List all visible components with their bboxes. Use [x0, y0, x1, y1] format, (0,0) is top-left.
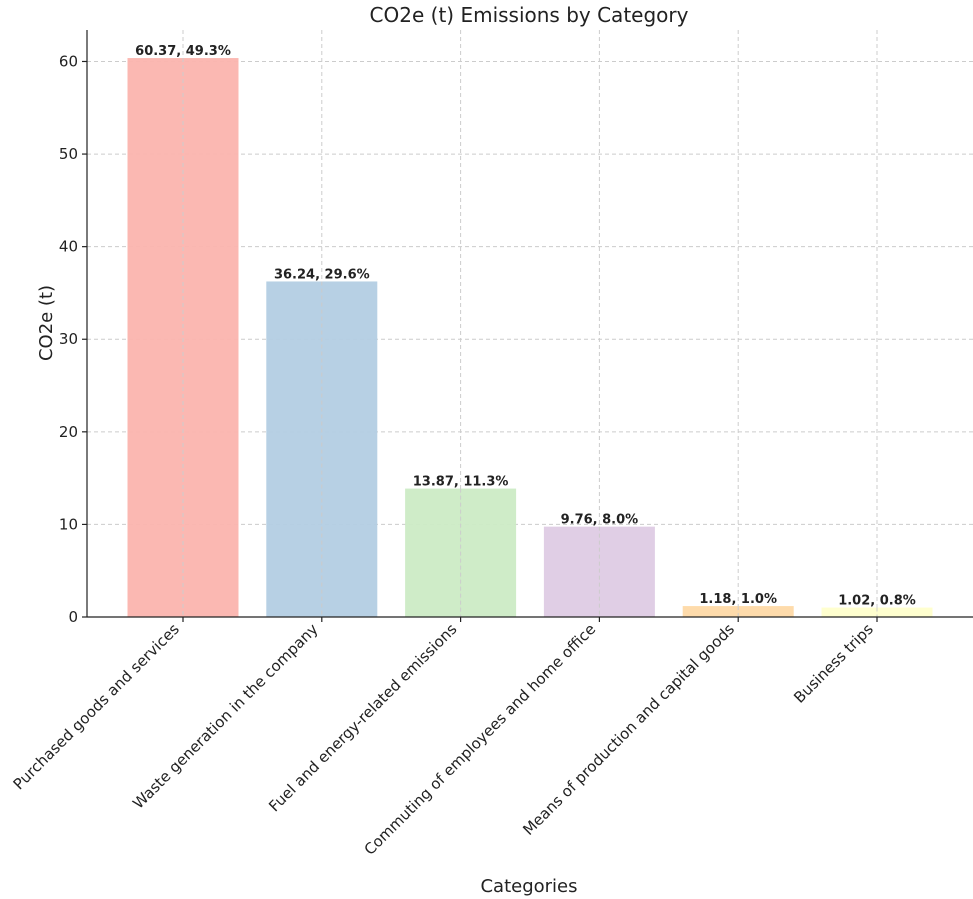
- bar: [682, 606, 794, 617]
- bar-data-label: 9.76, 8.0%: [561, 513, 639, 528]
- x-tick-label: Means of production and capital goods: [519, 620, 738, 839]
- x-tick-label: Purchased goods and services: [10, 620, 183, 793]
- y-tick-label: 30: [59, 330, 78, 348]
- axes-spines: [86, 30, 973, 618]
- y-axis-label: CO2e (t): [36, 285, 57, 361]
- chart-title: CO2e (t) Emissions by Category: [370, 3, 689, 27]
- x-axis-label: Categories: [480, 876, 577, 897]
- bar: [127, 58, 239, 618]
- bar-data-label: 36.24, 29.6%: [274, 267, 370, 282]
- y-tick-label: 50: [59, 145, 78, 163]
- y-tick-label: 10: [59, 515, 78, 533]
- bar-data-label: 13.87, 11.3%: [413, 475, 509, 490]
- bar-data-labels: 60.37, 49.3% 36.24, 29.6% 13.87, 11.3% 9.76…: [135, 44, 916, 609]
- bar: [821, 607, 933, 617]
- ticks-layer: 0 10 20 30 40 50 60: [59, 52, 878, 626]
- y-tick-label: 40: [59, 238, 78, 256]
- bar-data-label: 1.02, 0.8%: [838, 594, 916, 609]
- bar-data-label: 60.37, 49.3%: [135, 44, 231, 59]
- x-tick-label: Commuting of employees and home office: [361, 620, 600, 859]
- bar-data-label: 1.18, 1.0%: [699, 592, 777, 607]
- y-tick-label: 0: [68, 608, 78, 626]
- y-tick-label: 20: [59, 423, 78, 441]
- bar: [266, 281, 378, 617]
- y-tick-label: 60: [59, 52, 78, 70]
- x-tick-label: Business trips: [790, 620, 877, 707]
- bars-layer: [127, 58, 933, 618]
